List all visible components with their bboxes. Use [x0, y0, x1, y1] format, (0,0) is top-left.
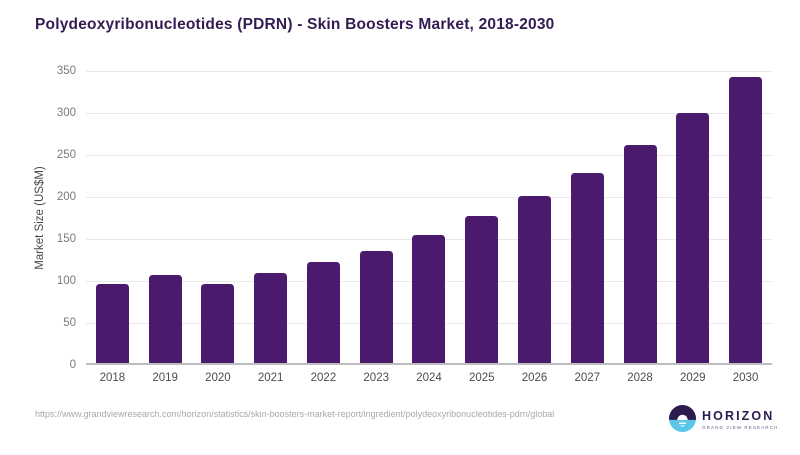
x-axis-labels: 2018 2019 2020 2021 2022 2023 2024 2025 2026 2027…: [86, 372, 772, 384]
bar-slot-2020: [192, 71, 245, 365]
x-tick-label-2029: 2029: [680, 372, 706, 384]
x-tick-label-2027: 2027: [574, 372, 601, 384]
y-tick-label: 300: [56, 107, 76, 119]
bar-slot-2018: [86, 71, 139, 365]
x-axis-line: [86, 363, 772, 365]
x-tick-label-2028: 2028: [627, 372, 653, 384]
x-tick-label-2020: 2020: [205, 372, 231, 384]
x-tick-label-2019: 2019: [152, 372, 178, 384]
bar-slot-2029: [666, 71, 719, 365]
horizon-logo: HORIZON GRAND VIEW RESEARCH: [669, 405, 778, 432]
y-axis-title: Market Size (US$M): [34, 166, 46, 270]
bar-2018: [95, 283, 129, 365]
bar-slot-2030: [719, 71, 772, 365]
bar-slot-2021: [244, 71, 297, 365]
x-tick-label-2025: 2025: [468, 372, 495, 384]
bar-slot-2022: [297, 71, 350, 365]
logo-subtitle: GRAND VIEW RESEARCH: [702, 425, 779, 430]
gridline: [86, 71, 772, 72]
x-tick-label-2026: 2026: [521, 372, 548, 384]
bar-2027: [570, 172, 604, 365]
gridline: [86, 155, 772, 156]
gridline: [86, 113, 772, 114]
bar-2025: [465, 216, 499, 365]
source-url: https://www.grandviewresearch.com/horizo…: [35, 409, 555, 419]
bar-slot-2028: [614, 71, 667, 365]
bars-container: [86, 71, 772, 365]
x-tick-label-2021: 2021: [257, 372, 284, 384]
bar-2022: [306, 261, 340, 365]
y-tick-label: 350: [56, 65, 76, 77]
bar-2029: [676, 113, 710, 365]
bar-slot-2023: [350, 71, 403, 365]
chart-title: Polydeoxyribonucleotides (PDRN) - Skin B…: [35, 16, 555, 33]
x-tick-label-2024: 2024: [416, 372, 442, 384]
y-tick-label: 200: [56, 191, 76, 203]
bar-slot-2027: [561, 71, 614, 365]
bar-2024: [412, 234, 446, 365]
bar-2019: [148, 275, 182, 365]
logo-wordmark: HORIZON: [702, 409, 775, 423]
bar-2020: [201, 283, 235, 365]
logo-text-block: HORIZON GRAND VIEW RESEARCH: [702, 405, 778, 430]
bar-slot-2019: [139, 71, 192, 365]
gridline: [86, 197, 772, 198]
bar-2021: [254, 272, 288, 365]
bar-2028: [623, 144, 657, 365]
bar-slot-2025: [455, 71, 508, 365]
x-tick-label-2030: 2030: [732, 372, 759, 384]
bar-2023: [359, 250, 393, 365]
bar-slot-2024: [403, 71, 456, 365]
bar-2030: [729, 76, 763, 365]
y-tick-label: 150: [56, 233, 76, 245]
y-tick-label: 0: [69, 359, 76, 371]
x-tick-label-2018: 2018: [99, 372, 126, 384]
y-tick-label: 50: [63, 317, 76, 329]
y-tick-label: 100: [56, 275, 76, 287]
x-tick-label-2023: 2023: [363, 372, 389, 384]
bar-2026: [518, 196, 551, 365]
horizon-sunrise-icon: [669, 405, 696, 432]
bar-slot-2026: [508, 71, 561, 365]
x-tick-label-2022: 2022: [310, 372, 337, 384]
y-tick-label: 250: [56, 149, 76, 161]
plot-area: 0 50 100 150 200 250 300 350: [57, 65, 772, 371]
